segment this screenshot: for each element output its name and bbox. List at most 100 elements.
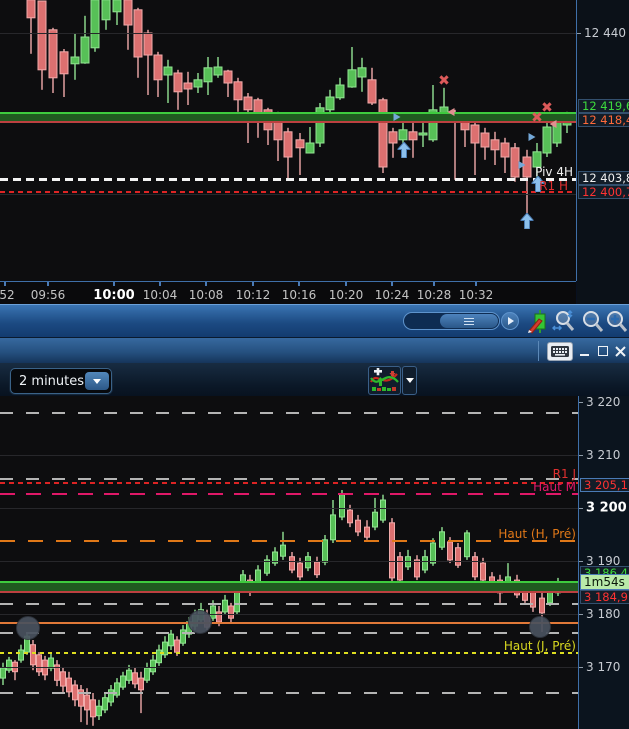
candle-up [186, 617, 192, 638]
zoom-fit-icon [552, 309, 575, 331]
candle-down [228, 602, 234, 623]
candle-down [42, 655, 48, 681]
candle-up [213, 57, 223, 78]
candle-down [183, 71, 193, 105]
candle-down [314, 556, 320, 578]
time-tick [252, 282, 254, 286]
bid-line [0, 121, 576, 123]
time-label: 10:16 [281, 288, 317, 302]
bottom-chart-candles [0, 490, 561, 726]
maximize-button[interactable] [596, 343, 609, 359]
candle-down [133, 7, 143, 78]
candle-pen-icon [528, 310, 546, 334]
price-label: 3 170 [586, 660, 621, 674]
minimize-button[interactable] [578, 343, 591, 359]
price-label: 3 180 [586, 607, 621, 621]
candle-down [367, 67, 377, 105]
candle-up [180, 625, 186, 646]
time-tick [113, 282, 115, 286]
candle-up [264, 555, 270, 576]
candle-down [283, 127, 293, 180]
bottom-chart-price-axis[interactable]: 3 220 3 210 3 205,1 3 200 3 190 3 186,4 1m54s 3… [579, 396, 629, 729]
top-chart-plot-area[interactable]: ✖ ✖ ✖ Piv 4H R1 H [0, 0, 577, 281]
zoom-in-icon [607, 311, 628, 332]
candle-up [430, 538, 436, 566]
time-label: 10:08 [188, 288, 224, 302]
candle-down [289, 552, 295, 574]
timeframe-toolbar: 2 minutes [0, 363, 629, 729]
time-label: :52 [0, 288, 15, 302]
candle-up [6, 656, 12, 673]
price-tick [579, 614, 583, 615]
candle-down [347, 504, 353, 528]
chart-scroll-toolbar [0, 304, 629, 338]
top-chart-price-axis[interactable]: 12 440 12 419,6 12 418,4 12 403,8 12 400,7 [577, 0, 629, 304]
top-chart-candles [26, 0, 572, 213]
price-quote-box: 12 418,4 [578, 113, 629, 127]
indicator-dropdown-button[interactable] [402, 366, 417, 395]
candle-up [305, 552, 311, 572]
candle-countdown-box: 1m54s [580, 574, 629, 590]
candle-up [198, 602, 204, 623]
scroll-right-button[interactable] [501, 312, 519, 330]
candle-down [510, 143, 520, 182]
time-tick [345, 282, 347, 286]
time-tick [391, 282, 393, 286]
price-quote-box: 12 403,8 [578, 171, 629, 185]
zoom-in-button[interactable] [605, 309, 629, 334]
candle-down [138, 671, 144, 714]
price-label: 3 210 [586, 448, 621, 462]
candle-down [470, 119, 480, 175]
candle-up [108, 685, 114, 707]
candle-down [153, 51, 163, 97]
zoom-fit-button[interactable] [552, 309, 576, 334]
window-controls [538, 341, 627, 361]
candle-down [72, 680, 78, 707]
price-quote-box: 3 205,1 [580, 478, 629, 492]
candle-up [18, 644, 24, 663]
top-chart-time-axis[interactable]: :52 09:56 10:00 10:04 10:08 10:12 10:16 10:20 10… [0, 281, 576, 305]
zoom-out-button[interactable] [581, 309, 605, 334]
time-label: 10:00 [93, 288, 135, 303]
spread-band [0, 581, 578, 592]
candle-down [216, 606, 222, 627]
candle-up [330, 500, 336, 543]
candle-up [102, 693, 108, 714]
candle-up [144, 662, 150, 683]
candle-down [414, 555, 420, 581]
candle-down [295, 133, 305, 175]
candle-down [297, 557, 303, 581]
candle-down [355, 514, 361, 537]
candle-down [84, 688, 90, 725]
candle-down [60, 668, 66, 692]
bottom-chart-plot-area[interactable]: R1 J Haut M Haut (H, Pré) Haut (J, Pré) [0, 396, 579, 729]
bottom-chart-window: R1 J Haut M Haut (H, Pré) Haut (J, Pré) 3 2… [0, 396, 629, 729]
candle-down [59, 49, 69, 97]
time-tick [298, 282, 300, 286]
candle-down [26, 0, 36, 54]
bottom-window-title-bar[interactable] [0, 337, 629, 364]
candle-down [66, 671, 72, 698]
candle-down [480, 127, 490, 160]
candle-down [36, 652, 42, 676]
close-button[interactable] [614, 343, 627, 359]
time-label: 09:56 [30, 288, 66, 302]
scrollbar-thumb[interactable] [440, 314, 498, 328]
time-tick [205, 282, 207, 286]
timeframe-select[interactable]: 2 minutes [10, 368, 112, 394]
keyboard-button[interactable] [547, 341, 573, 361]
candle-up [305, 127, 315, 154]
candle-up [48, 653, 54, 672]
candle-down [173, 69, 183, 110]
candle-down [378, 97, 388, 173]
add-indicator-button[interactable] [368, 366, 401, 395]
candle-down [490, 131, 500, 165]
close-icon [615, 345, 626, 357]
price-label: 12 440 [584, 26, 626, 40]
horizontal-scrollbar[interactable] [403, 312, 500, 330]
candle-down [123, 0, 133, 50]
chart-edit-button[interactable] [526, 309, 550, 334]
candle-up [325, 89, 335, 113]
candle-up [418, 119, 428, 147]
